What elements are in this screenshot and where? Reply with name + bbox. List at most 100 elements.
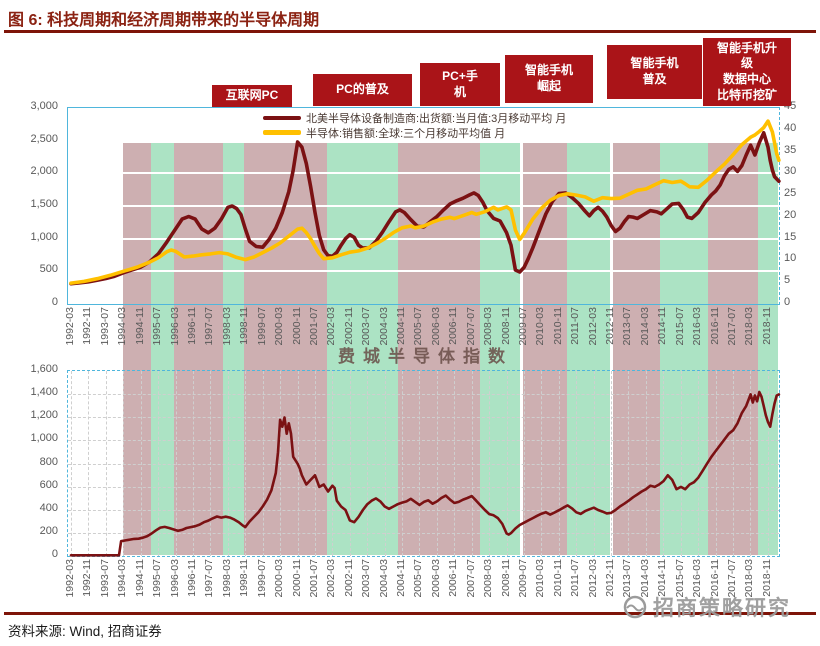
era-label-pc-adoption: PC的普及 (313, 74, 412, 106)
x-axis-tick-label: 2018-03 (743, 307, 756, 346)
x-axis-tick-label: 1996-03 (168, 559, 181, 598)
y-axis-tick-label: 35 (784, 143, 797, 156)
x-axis-tick-label: 1998-11 (238, 559, 251, 597)
equipment-shipments-line (69, 130, 781, 286)
y-axis-tick-label: 3,000 (30, 100, 58, 112)
brand-logo-icon (623, 595, 647, 619)
x-axis-tick-label: 1997-07 (203, 559, 216, 598)
gridline-h (68, 205, 779, 207)
x-axis-tick-label: 2011-07 (569, 307, 582, 345)
y-axis-tick-label: 1,200 (30, 409, 58, 422)
era-label-pc-plus-mobile: PC+手 机 (420, 63, 500, 106)
sox-index-line (69, 390, 781, 557)
top-chart-legend: 北美半导体设备制造商:出货额:当月值:3月移动平均 月 半导体:销售额:全球:三… (263, 110, 566, 140)
gridline-v (262, 371, 264, 556)
legend-swatch-sales-line (263, 130, 301, 135)
legend-swatch-equipment-line (263, 115, 301, 120)
x-axis-tick-label: 2013-07 (621, 307, 634, 346)
x-axis-tick-label: 2018-11 (760, 307, 773, 345)
y-axis-tick-label: 2,500 (30, 132, 58, 145)
gridline-v (210, 371, 212, 556)
gridline-v (419, 371, 421, 556)
x-axis-tick-label: 1999-07 (255, 307, 268, 346)
gridline-v (733, 371, 734, 556)
x-axis-tick-label: 2000-11 (290, 307, 303, 345)
x-axis-tick-label: 2014-11 (656, 307, 669, 345)
x-axis-tick-label: 2014-03 (638, 307, 651, 346)
x-axis-tick-label: 1999-07 (255, 559, 268, 598)
y-axis-tick-label: 500 (39, 263, 58, 276)
y-axis-tick-label: 20 (784, 208, 797, 221)
gridline-v (471, 371, 473, 556)
x-axis-tick-label: 1995-07 (151, 559, 164, 598)
x-axis-tick-label: 1996-11 (185, 559, 198, 597)
gridline-v (88, 371, 90, 556)
gridline-v (576, 371, 578, 556)
footer-divider (4, 612, 816, 615)
gridline-v (71, 371, 72, 556)
gridline-h (68, 237, 779, 240)
bottom-chart-plot-area (67, 370, 781, 557)
gridline-v (645, 371, 647, 556)
y-axis-tick-label: 25 (784, 187, 797, 200)
y-axis-tick-label: 1,500 (30, 198, 58, 210)
gridline-v (767, 371, 769, 556)
x-axis-tick-label: 1998-03 (220, 559, 233, 598)
gridline-v (523, 371, 525, 556)
x-axis-tick-label: 1996-03 (168, 307, 181, 346)
cycle-band-pink (398, 370, 481, 555)
x-axis-tick-label: 2016-11 (708, 307, 721, 345)
legend-row-sales: 半导体:销售额:全球:三个月移动平均值 月 (263, 125, 566, 140)
x-axis-tick-label: 2003-07 (360, 559, 373, 598)
gridline-v (541, 371, 543, 556)
bottom-chart-title: 费城半导体指数 (338, 347, 513, 366)
gridline-v (489, 371, 491, 556)
cycle-band-green (480, 370, 520, 555)
y-axis-tick-label: 0 (51, 548, 58, 560)
era-label-smartphone-rise: 智能手机 崛起 (505, 55, 593, 103)
gridline-v (175, 371, 177, 556)
y-axis-tick-label: 1,600 (30, 363, 58, 375)
x-axis-tick-label: 2000-11 (290, 559, 303, 597)
gridline-v (332, 371, 334, 556)
cycle-band-pink (613, 143, 660, 370)
gridline-v (506, 371, 508, 556)
gridline-v (227, 371, 229, 556)
gridline-v (611, 371, 612, 556)
y-axis-tick-label: 10 (784, 252, 797, 265)
cycle-band-pink (708, 143, 759, 370)
y-axis-tick-label: 200 (39, 524, 58, 537)
x-axis-tick-label: 1992-03 (64, 307, 76, 346)
cycle-band-pink (122, 143, 151, 370)
x-axis-tick-label: 1998-11 (238, 307, 251, 345)
gridline-v (314, 371, 316, 556)
cycle-band-pink (122, 370, 151, 555)
gridline-v (245, 371, 247, 556)
gridline-h (68, 394, 779, 396)
gridline-v (105, 371, 107, 556)
x-axis-tick-label: 2012-03 (586, 559, 599, 598)
x-axis-tick-label: 1994-11 (133, 559, 146, 597)
x-axis-tick-label: 2010-11 (551, 559, 564, 597)
gridline-v (628, 371, 630, 556)
figure-title: 图 6: 科技周期和经济周期带来的半导体周期 (8, 12, 320, 29)
y-axis-tick-label: 40 (784, 121, 797, 134)
y-axis-tick-label: 400 (39, 501, 58, 514)
x-axis-tick-label: 1992-11 (81, 559, 94, 597)
x-axis-tick-label: 2012-11 (604, 307, 616, 345)
gridline-v (192, 371, 194, 556)
x-axis-tick-label: 1998-03 (220, 307, 233, 346)
y-axis-tick-label: 800 (39, 455, 58, 468)
gridline-v (436, 371, 438, 556)
cycle-band-pink (398, 143, 481, 370)
gridline-v (140, 371, 142, 556)
y-axis-tick-label: 1,000 (30, 230, 58, 243)
x-axis-tick-label: 2009-07 (516, 307, 529, 346)
gridline-h (68, 172, 779, 175)
gridline-v (384, 371, 386, 556)
cycle-band-green (150, 370, 174, 555)
gridline-v (663, 371, 665, 556)
x-axis-tick-label: 2002-11 (342, 559, 355, 597)
gridline-h (68, 532, 779, 534)
